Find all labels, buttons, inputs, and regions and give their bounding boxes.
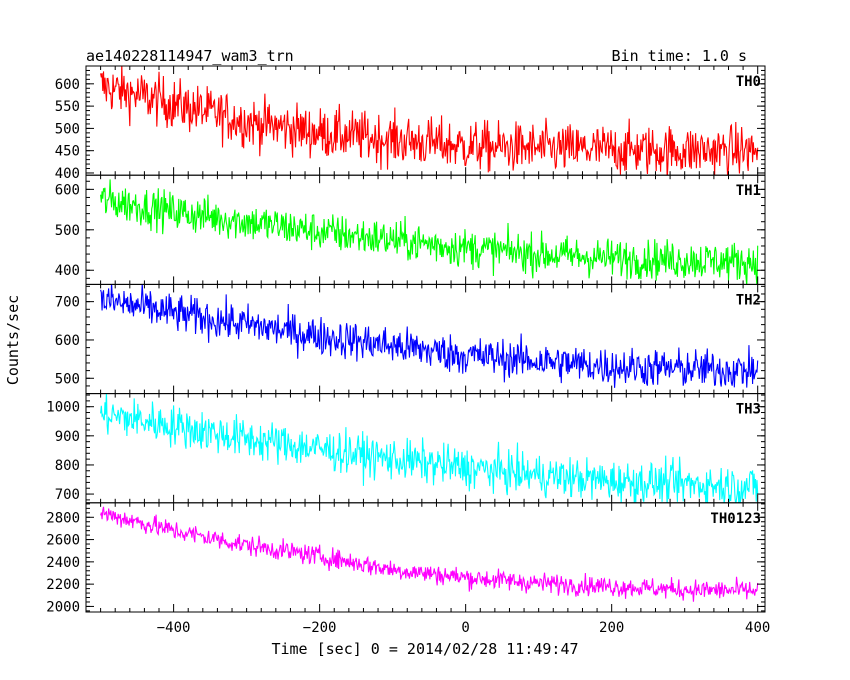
- panel-th0123: 2000 2200 2400 2600 2800 TH0123: [46, 502, 766, 615]
- panel-label-th2: TH2: [736, 292, 761, 308]
- y-tick-label: 1000: [46, 400, 80, 416]
- y-tick-label: 500: [55, 121, 80, 137]
- y-tick-label: 700: [55, 295, 80, 311]
- x-tick-label: −200: [303, 620, 337, 636]
- y-tick-label: 600: [55, 182, 80, 198]
- x-tick-label: 0: [461, 620, 469, 636]
- panel-label-th0123: TH0123: [710, 511, 761, 527]
- y-tick-label: 500: [55, 371, 80, 387]
- y-tick-label: 400: [55, 263, 80, 279]
- panel-th0: 400 450 500 550 600 TH0: [55, 65, 766, 182]
- series-line-th0123: [100, 506, 759, 602]
- y-axis-label: Counts/sec: [4, 295, 22, 385]
- x-axis-label: Time [sec] 0 = 2014/02/28 11:49:47: [271, 640, 578, 658]
- y-tick-label: 2200: [46, 577, 80, 593]
- panel-label-th0: TH0: [736, 74, 761, 90]
- y-tick-label: 500: [55, 223, 80, 239]
- x-tick-label: 400: [745, 620, 770, 636]
- y-tick-label: 900: [55, 429, 80, 445]
- panel-th2: 500 600 700 TH2: [55, 283, 766, 395]
- panel-th3: 700 800 900 1000 TH3: [46, 393, 766, 504]
- panel-frame: [85, 502, 766, 613]
- y-tick-label: 600: [55, 333, 80, 349]
- bin-time-label: Bin time: 1.0 s: [612, 47, 747, 65]
- panel-label-th1: TH1: [736, 183, 761, 199]
- y-tick-label: 450: [55, 144, 80, 160]
- series-line-th0: [100, 66, 759, 176]
- y-tick-label: 800: [55, 458, 80, 474]
- x-tick-label: −400: [157, 620, 191, 636]
- figure-title: ae140228114947_wam3_trn: [86, 47, 294, 65]
- panel-frame: [85, 174, 766, 285]
- series-line-th1: [100, 179, 759, 285]
- y-tick-label: 600: [55, 77, 80, 93]
- panels-group: 400 450 500 550 600 TH0 400 500 600 TH1 500 600 700 T…: [46, 65, 766, 615]
- y-tick-label: 2800: [46, 510, 80, 526]
- y-tick-label: 700: [55, 487, 80, 503]
- y-tick-label: 2600: [46, 533, 80, 549]
- series-line-th2: [100, 284, 759, 388]
- panel-label-th3: TH3: [736, 402, 761, 418]
- panel-frame: [85, 283, 766, 395]
- x-axis-tick-labels: −400 −200 0 200 400: [157, 620, 771, 636]
- y-tick-label: 2000: [46, 599, 80, 615]
- series-line-th3: [100, 393, 759, 503]
- x-tick-label: 200: [599, 620, 624, 636]
- panel-th1: 400 500 600 TH1: [55, 174, 766, 285]
- y-tick-label: 2400: [46, 555, 80, 571]
- y-tick-label: 550: [55, 99, 80, 115]
- y-tick-label: 400: [55, 166, 80, 182]
